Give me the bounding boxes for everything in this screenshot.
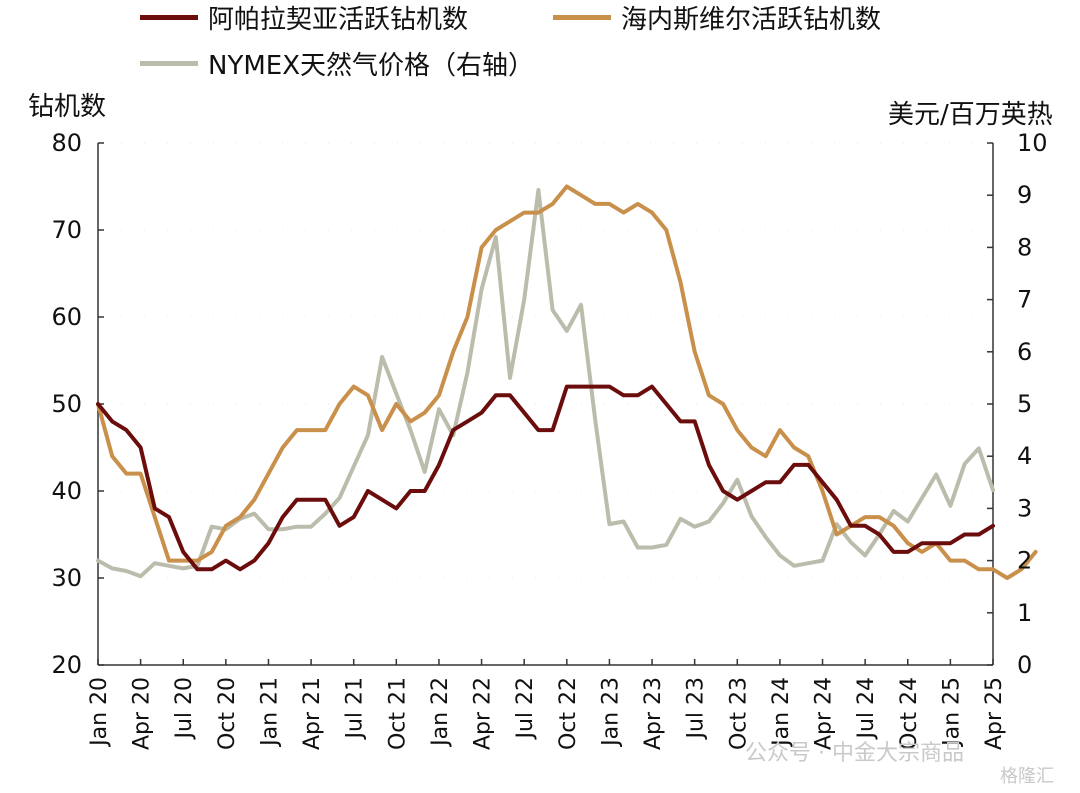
y-axis-title-right: 美元/百万英热 <box>888 100 1053 130</box>
legend-swatch-appalachia <box>140 14 198 20</box>
y-tick-label-right: 7 <box>1017 286 1032 314</box>
watermark-text: 公众号 · 中金大宗商品 <box>745 741 964 766</box>
watermark-logo: 格隆汇 <box>1000 766 1054 787</box>
x-tick-label: Jul 22 <box>513 677 538 741</box>
y-tick-label-left: 50 <box>51 390 82 418</box>
x-tick-label: Oct 24 <box>897 677 922 750</box>
legend-swatch-haynesville <box>553 14 611 20</box>
legend-entry-appalachia: 阿帕拉契亚活跃钻机数 <box>140 2 468 35</box>
x-tick-label: Apr 22 <box>471 677 496 750</box>
y-tick-label-right: 0 <box>1017 651 1032 679</box>
x-tick-label: Jan 24 <box>769 677 794 748</box>
y-tick-label-right: 4 <box>1017 442 1032 470</box>
x-tick-label: Oct 22 <box>556 677 581 750</box>
y-tick-label-right: 9 <box>1017 181 1032 209</box>
y-tick-label-left: 30 <box>51 564 82 592</box>
x-tick-label: Jan 21 <box>257 677 282 748</box>
series-line-appalachia <box>96 384 995 572</box>
y-axis-title-left: 钻机数 <box>28 92 107 122</box>
y-tick-label-right: 6 <box>1017 338 1032 366</box>
x-tick-label: Apr 21 <box>300 677 325 750</box>
x-tick-label: Apr 25 <box>982 677 1007 750</box>
series-lines <box>96 184 1038 580</box>
x-tick-label: Jan 22 <box>428 677 453 748</box>
x-tick-label: Jul 24 <box>854 677 879 741</box>
x-tick-label: Apr 20 <box>130 677 155 750</box>
x-tick-label: Jan 25 <box>939 677 964 748</box>
y-tick-label-left: 20 <box>51 651 82 679</box>
legend-entry-haynesville: 海内斯维尔活跃钻机数 <box>553 2 881 35</box>
x-tick-label: Apr 24 <box>812 677 837 750</box>
y-tick-label-right: 10 <box>1017 129 1048 157</box>
y-tick-label-right: 3 <box>1017 494 1032 522</box>
y-tick-label-left: 40 <box>51 477 82 505</box>
legend-label-appalachia: 阿帕拉契亚活跃钻机数 <box>208 4 469 35</box>
y-tick-label-right: 5 <box>1017 390 1032 418</box>
tick-labels: 20 30 40 50 60 70 80 0 1 2 3 4 5 6 7 8 9 10 Jan 20 Apr 20 Ju… <box>51 129 1047 750</box>
y-tick-label-left: 60 <box>51 303 82 331</box>
y-tick-label-left: 80 <box>51 129 82 157</box>
y-tick-label-left: 70 <box>51 216 82 244</box>
legend-label-haynesville: 海内斯维尔活跃钻机数 <box>621 4 882 35</box>
series-line-haynesville <box>96 184 1038 580</box>
y-tick-label-right: 8 <box>1017 233 1032 261</box>
legend-entry-gas-price: NYMEX天然气价格（右轴） <box>140 48 534 81</box>
x-tick-label: Jan 20 <box>87 677 112 748</box>
legend-swatch-gas-price <box>140 60 198 66</box>
axes <box>97 142 994 666</box>
series-line-gas-price <box>96 188 995 579</box>
x-tick-label: Jul 20 <box>172 677 197 741</box>
y-tick-label-right: 1 <box>1017 599 1032 627</box>
y-tick-label-right: 2 <box>1017 547 1032 575</box>
x-tick-label: Jan 23 <box>598 677 623 748</box>
x-tick-label: Oct 23 <box>726 677 751 750</box>
x-tick-label: Oct 20 <box>215 677 240 750</box>
x-tick-label: Apr 23 <box>641 677 666 750</box>
x-tick-label: Jul 21 <box>343 677 368 741</box>
legend-label-gas-price: NYMEX天然气价格（右轴） <box>208 50 535 81</box>
x-tick-label: Jul 23 <box>684 677 709 741</box>
x-tick-label: Oct 21 <box>385 677 410 750</box>
